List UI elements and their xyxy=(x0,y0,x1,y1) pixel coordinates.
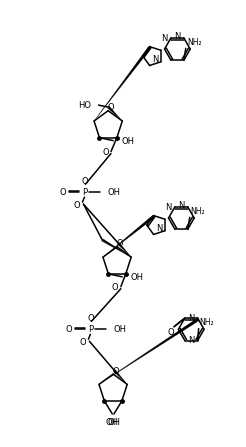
Text: O: O xyxy=(80,338,86,347)
Polygon shape xyxy=(117,242,131,257)
Text: N: N xyxy=(188,314,195,323)
Text: O: O xyxy=(117,240,123,249)
Polygon shape xyxy=(94,46,151,121)
Text: O: O xyxy=(74,201,80,210)
Text: OH: OH xyxy=(106,418,119,427)
Text: N: N xyxy=(162,34,168,43)
Text: N: N xyxy=(188,336,194,345)
Text: N: N xyxy=(152,55,159,64)
Polygon shape xyxy=(108,106,122,121)
Polygon shape xyxy=(103,215,154,257)
Text: O: O xyxy=(65,325,72,334)
Text: N: N xyxy=(174,33,181,42)
Text: O: O xyxy=(168,328,174,337)
Text: O: O xyxy=(87,314,94,323)
Text: N: N xyxy=(178,201,185,211)
Polygon shape xyxy=(102,239,131,257)
Text: NH₂: NH₂ xyxy=(200,318,214,327)
Text: O: O xyxy=(102,148,109,157)
Text: OH: OH xyxy=(107,188,120,197)
Text: O: O xyxy=(113,367,119,375)
Text: OH: OH xyxy=(121,137,134,146)
Text: P: P xyxy=(88,325,93,334)
Polygon shape xyxy=(99,318,200,384)
Text: NH₂: NH₂ xyxy=(191,207,205,216)
Text: N: N xyxy=(156,224,163,233)
Text: O: O xyxy=(59,188,66,197)
Text: O: O xyxy=(111,283,118,292)
Text: O: O xyxy=(108,103,114,112)
Text: N: N xyxy=(166,203,172,212)
Text: P: P xyxy=(82,188,87,197)
Text: OH: OH xyxy=(113,325,126,334)
Text: OH: OH xyxy=(108,418,121,427)
Text: NH₂: NH₂ xyxy=(187,38,201,47)
Text: OH: OH xyxy=(130,273,143,283)
Text: HO: HO xyxy=(79,101,92,110)
Text: O: O xyxy=(81,177,88,186)
Polygon shape xyxy=(113,370,127,384)
